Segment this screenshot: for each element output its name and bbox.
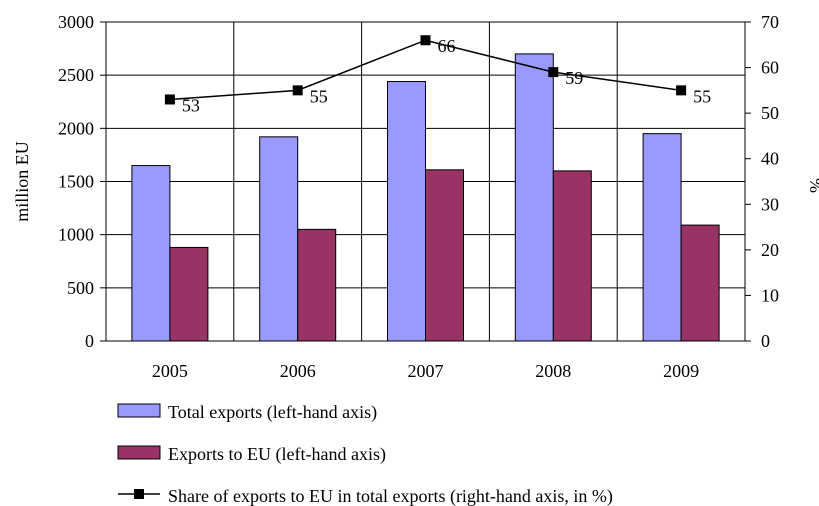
y-tick-label-left: 2000	[58, 118, 94, 138]
share-marker	[164, 94, 175, 105]
y-axis-title-right: %	[806, 178, 819, 193]
share-marker	[420, 35, 431, 46]
share-marker	[292, 85, 303, 96]
y-tick-label-left: 500	[67, 278, 94, 298]
y-tick-label-left: 1500	[58, 172, 94, 192]
share-data-label: 59	[565, 68, 583, 88]
bar-exports-to-eu	[680, 224, 720, 342]
bar-exports-to-eu	[552, 170, 592, 342]
x-tick-label: 2007	[408, 361, 444, 381]
share-marker	[548, 67, 559, 78]
legend-marker	[134, 489, 144, 499]
legend-label: Share of exports to EU in total exports …	[168, 486, 613, 506]
y-axis-title-left: million EU	[12, 141, 32, 222]
y-tick-label-right: 60	[761, 58, 779, 78]
bar-total-exports	[387, 81, 426, 342]
share-data-label: 55	[693, 86, 711, 106]
y-tick-label-left: 3000	[58, 12, 94, 32]
x-tick-label: 2008	[535, 361, 571, 381]
y-tick-label-right: 10	[761, 285, 779, 305]
x-tick-label: 2006	[280, 361, 316, 381]
y-tick-label-right: 0	[761, 331, 770, 351]
bar-total-exports	[514, 53, 554, 342]
bar-total-exports	[131, 165, 171, 342]
y-tick-label-right: 70	[761, 12, 779, 32]
legend-label: Exports to EU (left-hand axis)	[168, 444, 386, 465]
legend-swatch	[117, 403, 161, 418]
bar-total-exports	[642, 133, 682, 342]
y-tick-label-left: 0	[85, 331, 94, 351]
legend-label: Total exports (left-hand axis)	[168, 402, 377, 423]
y-tick-label-left: 1000	[58, 225, 94, 245]
y-tick-label-right: 40	[761, 149, 779, 169]
legend-swatch	[117, 445, 161, 460]
y-tick-label-right: 30	[761, 194, 779, 214]
x-tick-label: 2009	[663, 361, 699, 381]
share-data-label: 66	[438, 36, 456, 56]
share-data-label: 55	[310, 86, 328, 106]
share-data-label: 53	[182, 95, 200, 115]
y-tick-label-right: 50	[761, 103, 779, 123]
bar-exports-to-eu	[425, 169, 464, 342]
bar-total-exports	[259, 136, 299, 342]
y-tick-label-right: 20	[761, 240, 779, 260]
bar-exports-to-eu	[297, 228, 337, 342]
share-marker	[676, 85, 687, 96]
x-tick-label: 2005	[152, 361, 188, 381]
y-tick-label-left: 2500	[58, 65, 94, 85]
bar-exports-to-eu	[169, 246, 209, 342]
